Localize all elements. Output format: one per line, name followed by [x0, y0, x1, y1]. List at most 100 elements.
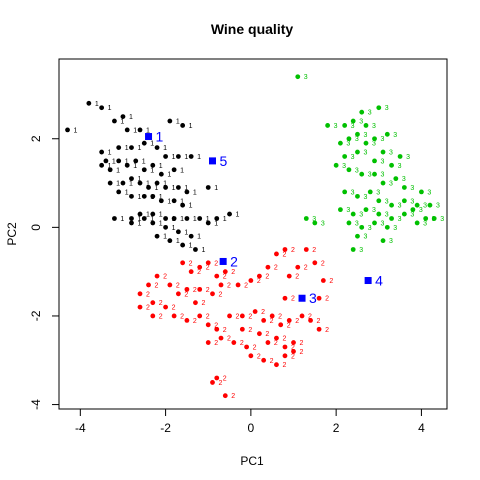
- point-label: 2: [325, 327, 329, 334]
- data-point: [163, 154, 168, 159]
- data-point: [359, 224, 365, 230]
- data-point: [355, 193, 360, 199]
- cluster-center-label: 3: [309, 290, 317, 306]
- data-point: [141, 216, 147, 221]
- data-point: [239, 313, 245, 319]
- point-label: 3: [389, 181, 393, 188]
- point-label: 1: [163, 181, 167, 188]
- cluster-center-marker: [208, 157, 216, 165]
- data-point: [397, 154, 403, 159]
- data-point: [367, 189, 373, 195]
- data-point: [116, 145, 122, 151]
- data-point: [175, 185, 181, 190]
- point-label: 3: [359, 212, 363, 219]
- point-label: 1: [180, 216, 184, 223]
- point-label: 2: [227, 336, 231, 343]
- data-point: [423, 216, 429, 221]
- data-point: [401, 211, 407, 217]
- data-point: [214, 216, 220, 221]
- point-label: 3: [355, 136, 359, 143]
- data-point: [355, 149, 360, 155]
- point-label: 1: [120, 119, 124, 126]
- point-label: 1: [214, 220, 218, 227]
- point-label: 2: [193, 287, 197, 294]
- point-label: 1: [189, 123, 193, 130]
- data-point: [171, 198, 177, 204]
- point-label: 2: [223, 274, 227, 281]
- point-label: 2: [163, 274, 167, 281]
- point-label: 1: [159, 163, 163, 170]
- point-label: 2: [291, 344, 295, 351]
- point-label: 3: [312, 216, 316, 223]
- y-tick-label: -4: [29, 399, 43, 410]
- point-label: 3: [321, 220, 325, 227]
- data-point: [146, 282, 151, 288]
- point-label: 1: [180, 167, 184, 174]
- point-label: 1: [116, 167, 120, 174]
- point-label: 2: [240, 340, 244, 347]
- data-point: [342, 189, 348, 195]
- data-point: [163, 185, 168, 190]
- point-label: 2: [282, 251, 286, 258]
- data-point: [154, 233, 160, 239]
- data-point: [372, 136, 377, 142]
- data-point: [150, 313, 156, 319]
- data-point: [376, 198, 382, 204]
- point-label: 1: [108, 105, 112, 112]
- data-point: [350, 118, 356, 124]
- data-point: [205, 185, 211, 190]
- data-point: [180, 242, 186, 248]
- data-point: [222, 269, 228, 275]
- y-axis: -4 -2 0 2: [29, 135, 60, 410]
- cluster-center-marker: [219, 257, 227, 265]
- data-point: [184, 216, 190, 221]
- point-label: 2: [261, 309, 265, 316]
- data-point: [380, 180, 386, 186]
- point-label: 3: [381, 220, 385, 227]
- data-point: [103, 158, 109, 164]
- data-point: [346, 220, 352, 226]
- data-point: [380, 238, 386, 244]
- point-label: 1: [206, 216, 210, 223]
- data-point: [205, 220, 211, 226]
- point-label: 2: [274, 265, 278, 272]
- point-label: 2: [206, 265, 210, 272]
- point-label: 3: [406, 154, 410, 161]
- point-label: 2: [308, 313, 312, 320]
- cluster-center-marker: [145, 133, 153, 141]
- data-point: [129, 176, 134, 182]
- point-label: 3: [398, 163, 402, 170]
- data-point: [116, 158, 122, 164]
- point-label: 2: [206, 287, 210, 294]
- data-point: [141, 193, 147, 199]
- point-label: 1: [184, 229, 188, 236]
- data-point: [338, 207, 343, 213]
- point-label: 3: [410, 198, 414, 205]
- point-label: 1: [184, 154, 188, 161]
- data-point: [256, 273, 262, 279]
- data-point: [227, 211, 232, 217]
- data-point: [274, 335, 279, 341]
- data-point: [384, 131, 390, 137]
- point-label: 3: [355, 220, 359, 227]
- data-point: [282, 353, 288, 359]
- data-point: [197, 286, 203, 292]
- point-label: 2: [223, 327, 227, 334]
- data-point: [346, 167, 352, 173]
- data-point: [265, 264, 271, 270]
- point-label: 2: [223, 375, 227, 382]
- data-point: [261, 317, 267, 323]
- data-point: [312, 260, 318, 266]
- point-label: 2: [218, 291, 222, 298]
- point-label: 1: [146, 127, 150, 134]
- data-point: [99, 105, 105, 111]
- data-point: [124, 127, 130, 133]
- point-label: 1: [223, 216, 227, 223]
- point-label: 2: [317, 318, 321, 325]
- data-point: [278, 322, 284, 328]
- point-label: 1: [150, 216, 154, 223]
- data-point: [129, 193, 134, 199]
- point-label: 1: [129, 181, 133, 188]
- point-label: 1: [193, 189, 197, 196]
- data-point: [308, 317, 313, 323]
